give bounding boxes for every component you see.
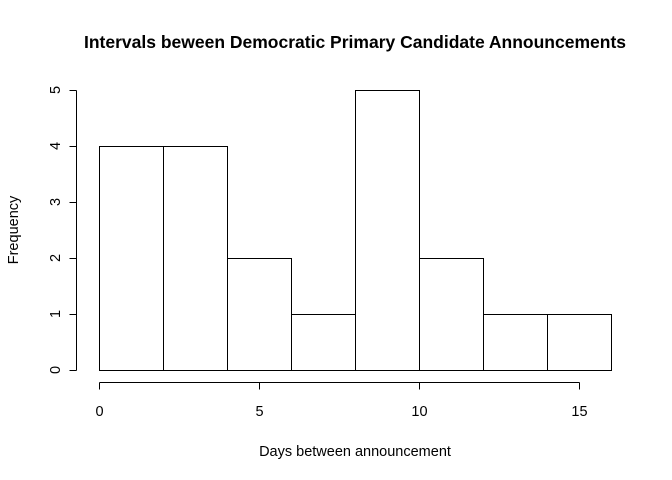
x-tick-label: 0 [95,404,103,420]
x-tick-label: 15 [571,404,587,420]
x-tick-label: 10 [411,404,427,420]
y-tick-label: 1 [48,310,64,318]
histogram-bar [547,314,612,371]
histogram-bar [227,258,292,371]
y-tick-label: 5 [48,86,64,94]
histogram-bar [163,146,228,371]
histogram-bar [355,90,420,371]
x-tick-label: 5 [255,404,263,420]
y-tick-label: 4 [48,142,64,150]
y-tick-label: 0 [48,366,64,374]
y-tick-label: 2 [48,254,64,262]
chart-title: Intervals beween Democratic Primary Cand… [84,32,626,52]
x-axis: 0 5 10 15 [95,382,588,420]
histogram-bar [483,314,548,371]
bars-group [99,90,612,371]
histogram-bar [419,258,484,371]
histogram-bar [99,146,164,371]
y-axis: 0 1 2 3 4 5 [48,86,77,374]
x-axis-label: Days between announcement [259,444,451,460]
y-axis-label: Frequency [6,195,22,264]
y-tick-label: 3 [48,198,64,206]
histogram-bar [291,314,356,371]
